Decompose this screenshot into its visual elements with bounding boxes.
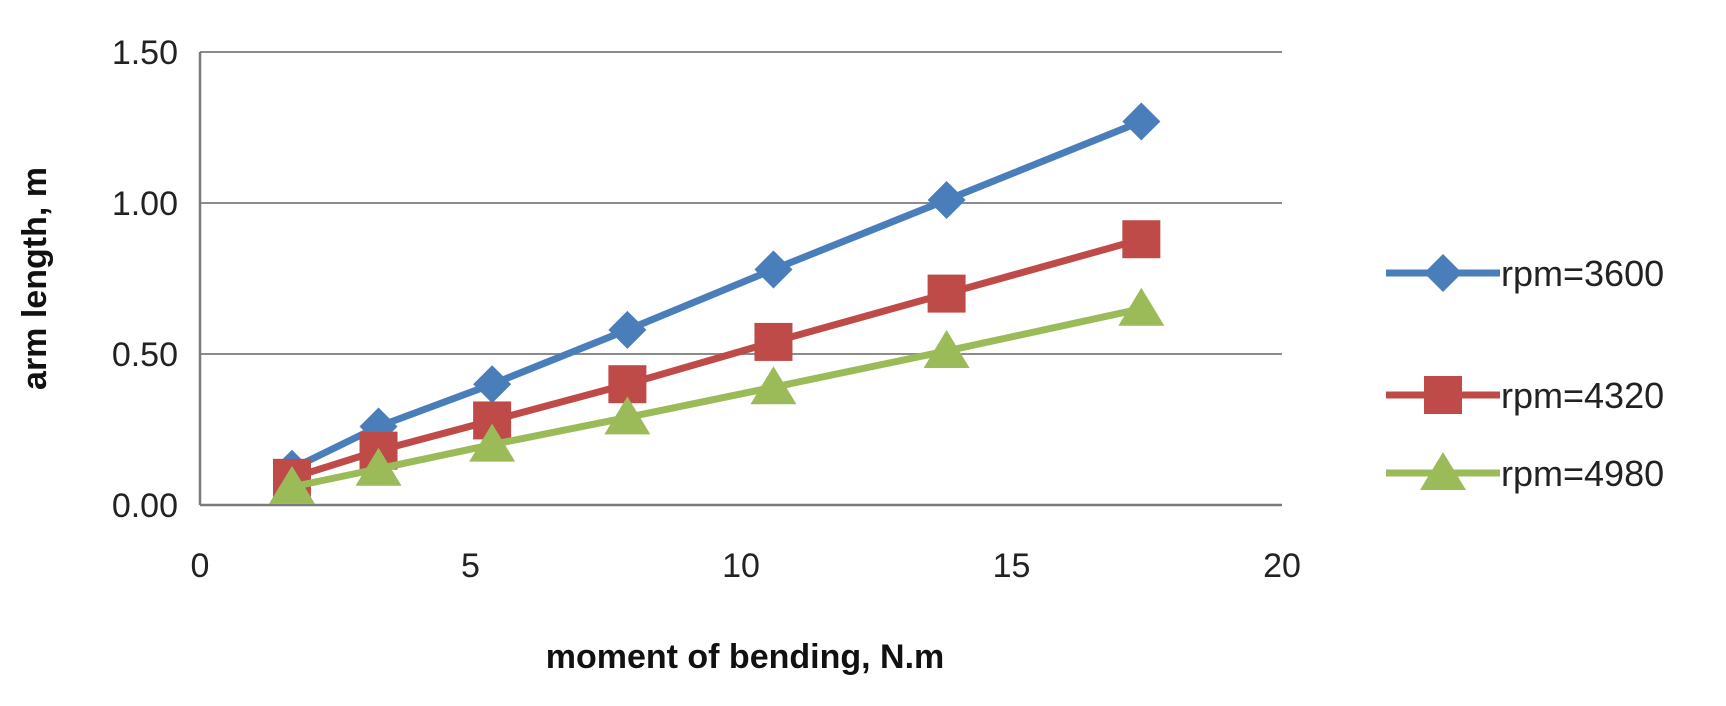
y-tick-label: 0.50: [112, 336, 178, 374]
x-tick-label: 0: [191, 547, 210, 585]
data-point: [608, 310, 647, 349]
data-point: [604, 396, 651, 435]
legend-item: rpm=3600: [1386, 253, 1664, 294]
legend-marker: [1424, 254, 1462, 292]
x-tick-label: 10: [722, 547, 760, 585]
data-point: [355, 447, 402, 486]
series-rpm=3600: [272, 102, 1161, 488]
data-point: [1122, 220, 1161, 259]
data-point: [750, 366, 797, 405]
series-line: [290, 235, 1143, 482]
data-point: [469, 423, 516, 462]
x-tick-label: 20: [1263, 547, 1301, 585]
gridlines: [200, 51, 1282, 355]
legend-label: rpm=3600: [1501, 253, 1664, 294]
data-point: [927, 274, 966, 313]
data-point: [927, 180, 966, 219]
legend-marker: [1420, 452, 1466, 490]
legend-item: rpm=4980: [1386, 452, 1664, 494]
series-line: [290, 118, 1143, 472]
data-point: [1122, 102, 1161, 141]
data-point: [1118, 287, 1165, 326]
series-line: [291, 305, 1143, 491]
x-axis-title: moment of bending, N.m: [546, 638, 945, 676]
x-tick-label: 15: [993, 547, 1031, 585]
data-point: [754, 250, 793, 289]
series-rpm=4980: [268, 287, 1165, 504]
y-tick-label: 1.00: [112, 185, 178, 223]
tick-labels: 0.00 0.50 1.00 1.50 0 5 10 15 20: [112, 34, 1301, 585]
y-axis-title: arm length, m: [16, 167, 54, 390]
legend-marker: [1424, 376, 1462, 414]
legend: rpm=3600 rpm=4320 rpm=4980: [1386, 253, 1664, 494]
axes: [198, 52, 1282, 507]
y-tick-label: 0.00: [112, 487, 178, 525]
y-tick-label: 1.50: [112, 34, 178, 72]
data-point: [754, 322, 793, 361]
legend-label: rpm=4980: [1501, 453, 1664, 494]
legend-label: rpm=4320: [1501, 375, 1664, 416]
legend-item: rpm=4320: [1386, 375, 1664, 416]
data-point: [473, 365, 512, 404]
x-tick-label: 5: [461, 547, 480, 585]
series-rpm=4320: [272, 220, 1161, 497]
data-point: [923, 329, 970, 368]
data-point: [268, 465, 315, 504]
series-group: [268, 102, 1165, 504]
